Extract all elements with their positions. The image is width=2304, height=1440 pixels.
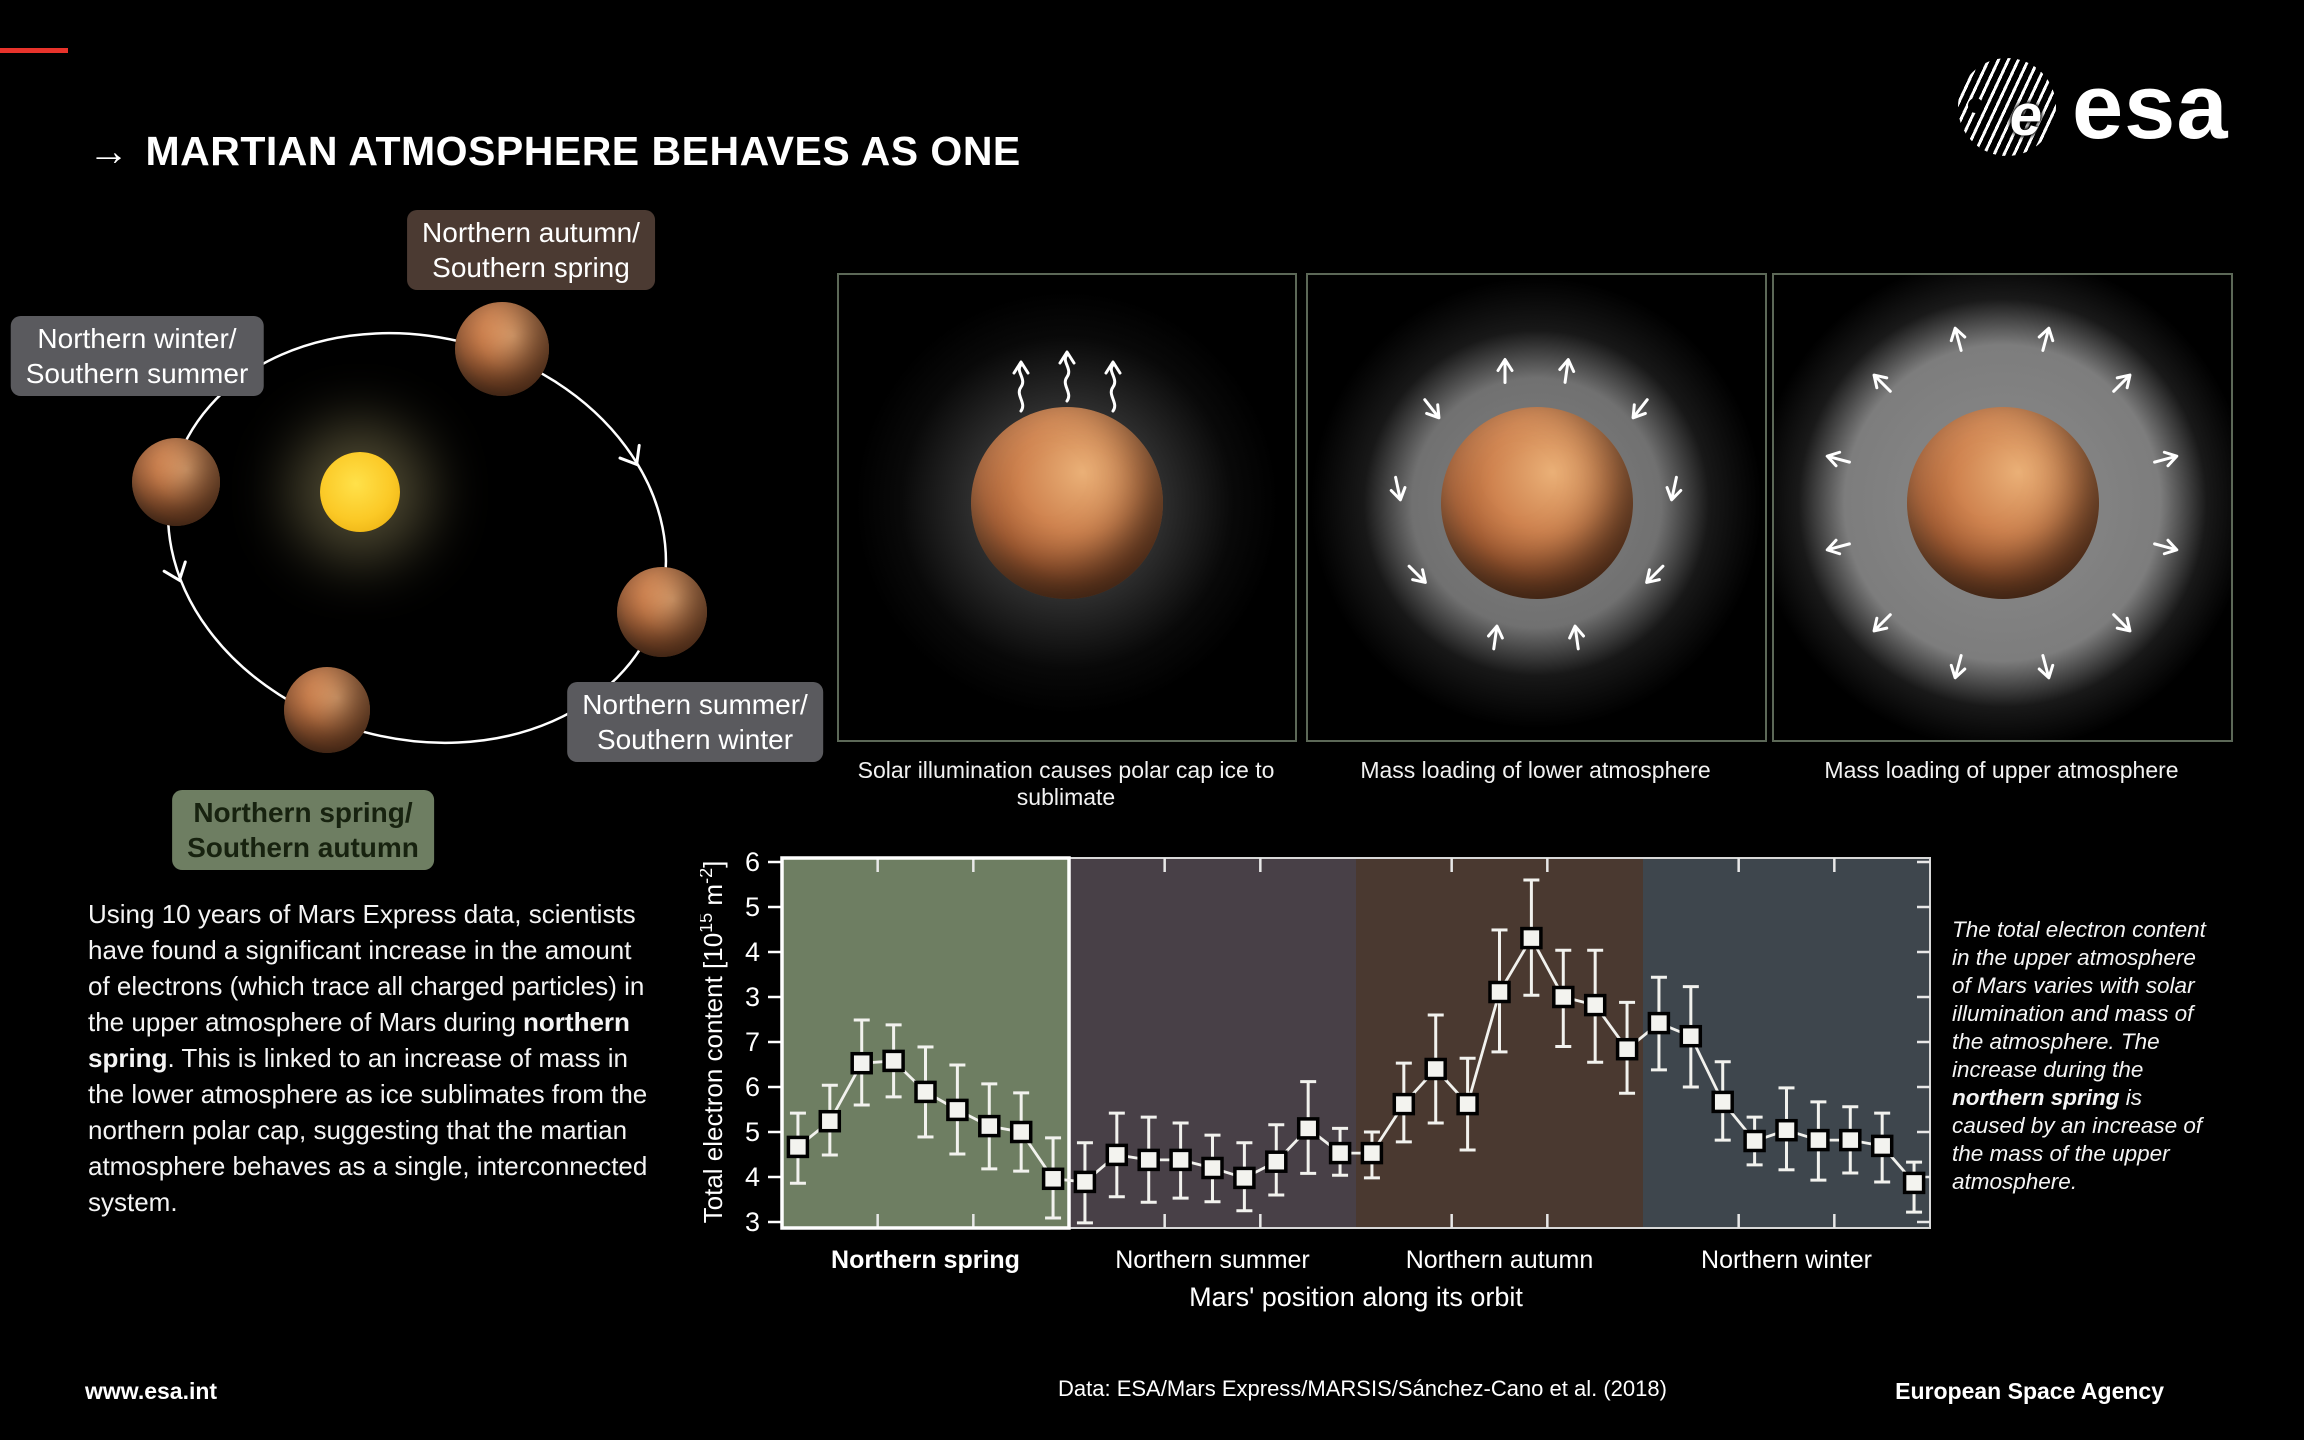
panel-caption-lower: Mass loading of lower atmosphere <box>1360 757 1711 783</box>
esa-website: www.esa.int <box>85 1378 218 1404</box>
mars-planet <box>1440 406 1633 599</box>
esa-wordmark: esa <box>2072 56 2229 158</box>
title-arrow-icon: → <box>88 128 130 174</box>
svg-text:4: 4 <box>745 1162 760 1192</box>
sun <box>320 452 400 532</box>
orbit-label-line: Southern spring <box>432 252 630 283</box>
mass-loading-arrows-icon <box>1389 358 1683 651</box>
intro-paragraph: Using 10 years of Mars Express data, sci… <box>88 899 648 1217</box>
svg-text:Northern spring: Northern spring <box>831 1246 1020 1274</box>
esa-globe-icon: e <box>1958 58 2056 156</box>
svg-text:Northern summer: Northern summer <box>1115 1246 1310 1274</box>
panel-upper-atmosphere <box>1772 273 2233 742</box>
orbit-label-northern-autumn: Northern autumn/ Southern spring <box>407 210 655 290</box>
orbit-label-line: Northern summer/ <box>582 689 808 720</box>
orbit-diagram: Northern autumn/ Southern spring Norther… <box>0 0 900 900</box>
panel-sublimation <box>837 273 1297 742</box>
mars-planet <box>971 406 1163 599</box>
orbit-path <box>162 331 668 745</box>
svg-text:4: 4 <box>745 937 760 967</box>
orbit-label-line: Southern summer <box>25 358 249 389</box>
orbit-label-line: Northern autumn/ <box>422 217 640 248</box>
svg-text:Total electron content [1015 m: Total electron content [1015 m-2] <box>700 861 728 1224</box>
mars-northern-summer <box>617 567 707 657</box>
sublimation-arrows-icon <box>1012 350 1122 413</box>
svg-text:7: 7 <box>745 1027 760 1057</box>
page-title: → MARTIAN ATMOSPHERE BEHAVES AS ONE <box>88 128 1021 175</box>
orbit-label-line: Southern winter <box>596 724 794 755</box>
svg-text:6: 6 <box>745 1072 760 1102</box>
panel-caption-upper: Mass loading of upper atmosphere <box>1824 757 2179 783</box>
svg-text:Mars' position along its orbit: Mars' position along its orbit <box>1189 1282 1523 1312</box>
esa-globe-e: e <box>2009 83 2042 148</box>
svg-text:3: 3 <box>745 982 760 1012</box>
orbit-label-northern-summer: Northern summer/ Southern winter <box>567 682 823 762</box>
svg-text:3: 3 <box>745 1207 760 1237</box>
mars-northern-autumn <box>455 302 549 396</box>
svg-text:6: 6 <box>745 850 760 877</box>
orbit-label-northern-spring: Northern spring/ Southern autumn <box>172 790 434 870</box>
chart-svg: 3 4 5 6 7 3 4 5 6 Northern spring Northern summer N… <box>696 847 1931 1312</box>
orbit-label-line: Northern spring/ <box>193 797 413 828</box>
page-title-text: MARTIAN ATMOSPHERE BEHAVES AS ONE <box>145 128 1021 174</box>
orbit-label-line: Northern winter/ <box>37 323 237 354</box>
orbit-direction-arrow <box>618 443 641 467</box>
mars-northern-winter <box>132 438 220 526</box>
orbit-label-line: Southern autumn <box>187 832 419 863</box>
esa-logo: e esa <box>1958 58 2229 156</box>
mars-planet <box>1906 406 2099 599</box>
orbit-label-northern-winter: Northern winter/ Southern summer <box>10 316 264 396</box>
svg-text:5: 5 <box>745 892 760 922</box>
chart-side-note: The total electron content in the upper … <box>1952 917 2206 1194</box>
svg-text:Northern winter: Northern winter <box>1701 1246 1872 1274</box>
mass-loading-arrows-icon <box>1825 326 2179 680</box>
electron-content-chart: 3 4 5 6 7 3 4 5 6 Northern spring Northern summer N… <box>696 847 1990 1325</box>
svg-text:5: 5 <box>745 1117 760 1147</box>
svg-text:Northern autumn: Northern autumn <box>1406 1246 1594 1274</box>
panel-caption-sublimation: Solar illumination causes polar cap ice … <box>857 757 1275 810</box>
agency-name: European Space Agency <box>1895 1378 2164 1404</box>
orbit-direction-arrow <box>162 560 187 583</box>
panel-lower-atmosphere <box>1306 273 1767 742</box>
data-credit: Data: ESA/Mars Express/MARSIS/Sánchez-Ca… <box>1058 1376 1667 1401</box>
red-accent-dash <box>0 48 68 53</box>
mars-northern-spring <box>284 667 370 753</box>
